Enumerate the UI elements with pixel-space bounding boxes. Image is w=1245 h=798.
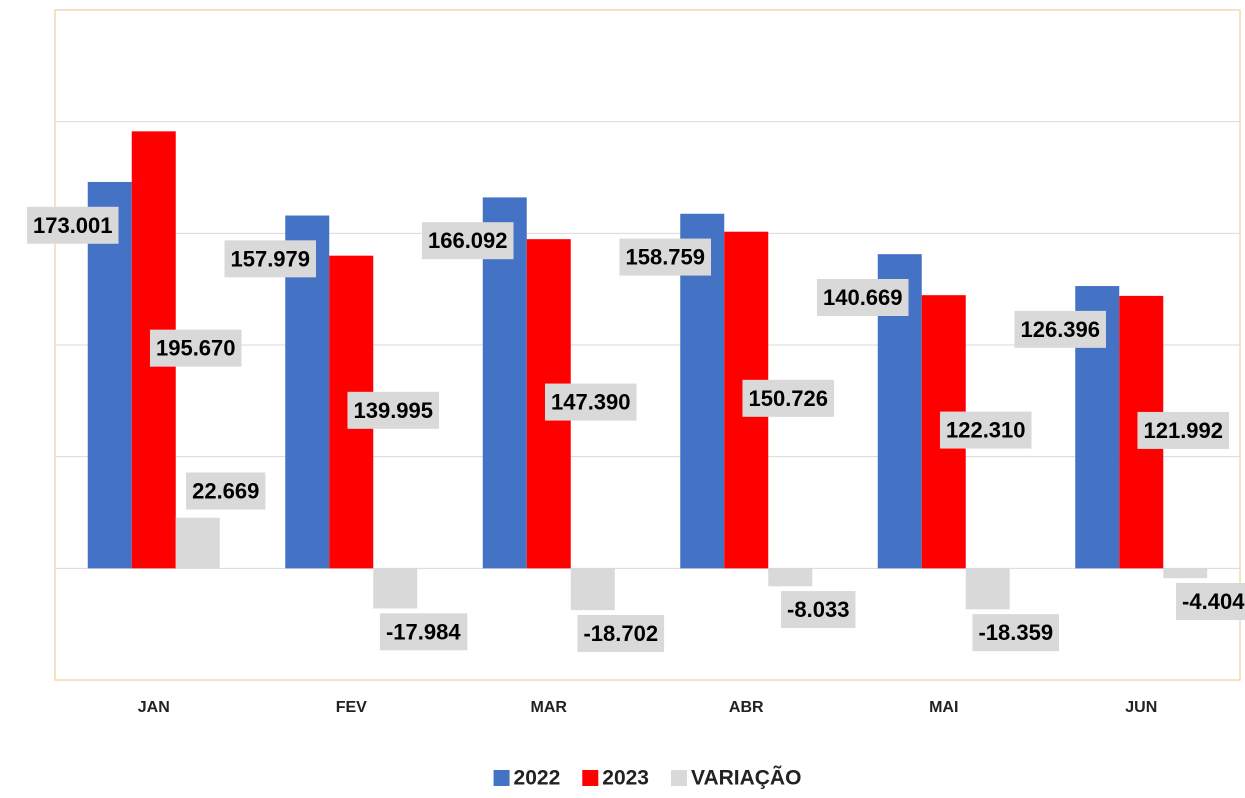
data-label: -8.033 xyxy=(781,591,856,629)
x-tick-label: ABR xyxy=(729,699,764,716)
data-label: 139.995 xyxy=(347,391,440,429)
legend: 2022 2023 VARIAÇÃO xyxy=(493,767,801,790)
data-label: -17.984 xyxy=(379,613,468,651)
bar xyxy=(373,568,418,609)
data-label: -4.404 xyxy=(1176,582,1245,620)
data-label-text: 147.390 xyxy=(551,390,631,415)
data-label-text: -8.033 xyxy=(787,597,849,622)
data-label-box xyxy=(742,379,835,417)
data-label-box xyxy=(421,222,514,260)
legend-swatch xyxy=(582,770,599,786)
data-label-box xyxy=(1137,411,1230,449)
data-label-text: -4.404 xyxy=(1182,589,1245,614)
data-label-text: 126.396 xyxy=(1020,317,1100,342)
bar xyxy=(175,517,220,569)
data-label: 147.390 xyxy=(544,383,637,421)
bar xyxy=(482,197,527,569)
data-label-box xyxy=(1014,310,1107,348)
bar xyxy=(1163,568,1208,579)
data-label-box xyxy=(577,614,665,652)
data-label-box xyxy=(224,240,317,278)
data-label: 195.670 xyxy=(149,329,242,367)
data-label-box xyxy=(619,238,712,276)
data-label-box xyxy=(816,278,909,316)
data-label: 121.992 xyxy=(1137,411,1230,449)
data-label-box xyxy=(781,591,856,629)
data-label-box xyxy=(379,613,468,651)
legend-label: 2022 xyxy=(514,767,561,790)
legend-swatch xyxy=(670,770,687,786)
data-label: 157.979 xyxy=(224,240,317,278)
data-label-text: -18.359 xyxy=(978,620,1053,645)
bar xyxy=(768,568,813,587)
x-tick-label: MAR xyxy=(531,699,568,716)
data-label-text: 157.979 xyxy=(230,246,310,271)
bar xyxy=(87,181,132,569)
data-label-box xyxy=(1176,582,1245,620)
data-label-box xyxy=(939,411,1032,449)
data-label: 122.310 xyxy=(939,411,1032,449)
data-label-text: 195.670 xyxy=(156,336,236,361)
data-label: 158.759 xyxy=(619,238,712,276)
legend-label: 2023 xyxy=(602,767,649,790)
data-label-text: 22.669 xyxy=(192,479,259,504)
data-label: 173.001 xyxy=(26,206,119,244)
data-label-text: 166.092 xyxy=(428,228,508,253)
data-label: 150.726 xyxy=(742,379,835,417)
data-label-box xyxy=(26,206,119,244)
data-label-box xyxy=(972,614,1060,652)
data-label-text: 121.992 xyxy=(1143,418,1223,443)
data-label-box xyxy=(149,329,242,367)
data-label-text: -17.984 xyxy=(386,619,461,644)
data-label: -18.359 xyxy=(972,614,1060,652)
data-label-text: 122.310 xyxy=(946,418,1026,443)
legend-swatch xyxy=(493,770,510,786)
data-label-text: 173.001 xyxy=(33,213,113,238)
x-tick-label: JAN xyxy=(138,699,170,716)
data-label-text: -18.702 xyxy=(583,621,658,646)
data-label: 22.669 xyxy=(186,472,266,510)
x-tick-label: JUN xyxy=(1125,699,1157,716)
data-label-box xyxy=(544,383,637,421)
legend-label: VARIAÇÃO xyxy=(691,767,801,790)
x-tick-label: MAI xyxy=(929,699,958,716)
data-label-box xyxy=(347,391,440,429)
data-label: 126.396 xyxy=(1014,310,1107,348)
x-tick-label: FEV xyxy=(336,699,367,716)
bar xyxy=(965,568,1010,610)
data-label-box xyxy=(186,472,266,510)
data-label-text: 158.759 xyxy=(625,245,705,270)
data-label: 166.092 xyxy=(421,222,514,260)
data-label-text: 150.726 xyxy=(748,386,828,411)
bar xyxy=(570,568,615,611)
data-label-text: 139.995 xyxy=(353,398,433,423)
data-label: 140.669 xyxy=(816,278,909,316)
data-label-text: 140.669 xyxy=(823,285,903,310)
data-label: -18.702 xyxy=(577,614,665,652)
